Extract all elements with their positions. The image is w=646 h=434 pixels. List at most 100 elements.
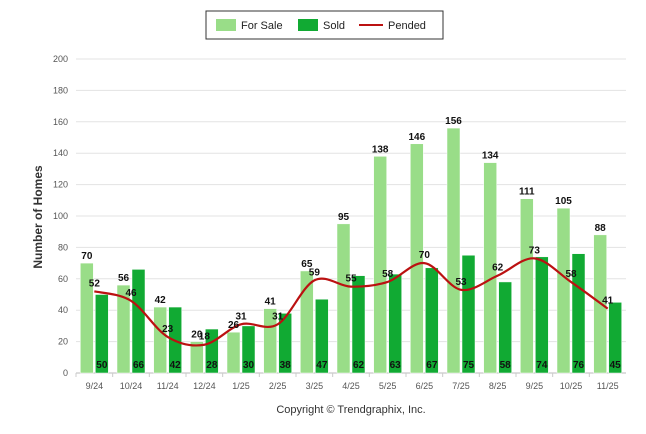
pended-value-label: 58	[565, 269, 577, 280]
for-sale-value-label: 41	[265, 297, 277, 308]
legend-label-pended: Pended	[388, 20, 426, 32]
bar-for-sale	[483, 162, 497, 374]
x-tick-label: 10/24	[120, 381, 143, 391]
bar-sold	[498, 281, 512, 374]
x-tick-label: 2/25	[269, 381, 287, 391]
sold-value-label: 76	[573, 360, 585, 371]
sold-value-label: 62	[353, 360, 365, 371]
y-axis-title: Number of Homes	[31, 165, 45, 269]
bar-for-sale	[263, 308, 277, 374]
pended-line	[94, 257, 609, 347]
bar-for-sale	[300, 270, 314, 374]
sold-value-label: 58	[500, 360, 512, 371]
pended-value-label: 53	[455, 277, 467, 288]
for-sale-value-label: 138	[372, 144, 389, 155]
for-sale-value-label: 95	[338, 212, 350, 223]
sold-value-label: 75	[463, 360, 475, 371]
sold-value-label: 38	[280, 360, 292, 371]
bar-for-sale	[190, 341, 204, 374]
bar-sold	[131, 269, 146, 374]
pended-value-label: 59	[309, 267, 321, 278]
y-tick-label: 80	[58, 242, 68, 252]
bar-for-sale	[373, 156, 387, 374]
sold-value-label: 63	[390, 360, 402, 371]
line-series	[94, 257, 609, 347]
bar-for-sale	[336, 223, 351, 374]
sold-value-label: 74	[536, 360, 548, 371]
for-sale-value-label: 105	[555, 196, 572, 207]
sold-value-label: 67	[426, 360, 438, 371]
bar-sold	[461, 255, 476, 374]
pended-value-label: 31	[235, 311, 247, 322]
x-tick-label: 4/25	[342, 381, 360, 391]
for-sale-value-label: 26	[228, 320, 240, 331]
bar-sold	[535, 256, 549, 374]
legend-label-sold: Sold	[323, 20, 345, 32]
x-tick-label: 11/24	[157, 381, 179, 391]
legend-swatch-sold	[298, 19, 318, 31]
x-tick-label: 9/25	[526, 381, 544, 391]
bar-for-sale	[556, 207, 571, 374]
x-tick-label: 11/25	[597, 381, 619, 391]
bar-for-sale	[116, 284, 131, 374]
x-tick-label: 6/25	[416, 381, 434, 391]
x-tick-label: 3/25	[306, 381, 324, 391]
bar-sold	[351, 275, 366, 374]
sold-value-label: 47	[316, 360, 328, 371]
legend-label-for-sale: For Sale	[241, 20, 283, 32]
legend-box	[205, 10, 444, 40]
y-tick-label: 0	[63, 368, 68, 378]
sold-value-label: 30	[243, 360, 255, 371]
for-sale-value-label: 42	[155, 295, 167, 306]
for-sale-value-label: 156	[445, 116, 462, 127]
pended-value-label: 31	[272, 311, 284, 322]
pended-value-label: 58	[382, 269, 394, 280]
data-labels: 70 50 52 56 66 46 42 42 23 20 28 18 26 30 31 41 38 31 65 47…	[81, 116, 621, 371]
x-tick-label: 8/25	[489, 381, 507, 391]
axes: 0 20 40 60 80 100 120 140 160 180 200 9/24 10/24 11/2…	[53, 54, 626, 391]
bars	[80, 127, 622, 374]
y-tick-label: 120	[53, 180, 68, 190]
pended-value-label: 41	[602, 296, 614, 307]
y-tick-label: 60	[58, 274, 68, 284]
bar-for-sale	[410, 143, 424, 374]
sold-value-label: 66	[133, 360, 145, 371]
for-sale-value-label: 65	[301, 259, 313, 270]
pended-value-label: 46	[125, 288, 137, 299]
legend-swatch-for-sale	[216, 19, 236, 31]
for-sale-value-label: 146	[408, 132, 425, 143]
copyright-text: Copyright © Trendgraphix, Inc.	[276, 404, 425, 416]
x-tick-label: 1/25	[232, 381, 250, 391]
bar-sold	[608, 302, 622, 374]
bar-for-sale	[446, 127, 461, 374]
bar-sold	[425, 267, 439, 374]
sold-value-label: 28	[206, 360, 218, 371]
y-tick-label: 180	[53, 85, 68, 95]
x-tick-label: 7/25	[452, 381, 470, 391]
sold-value-label: 50	[96, 360, 108, 371]
y-tick-label: 160	[53, 117, 68, 127]
sold-value-label: 42	[170, 360, 182, 371]
for-sale-value-label: 20	[191, 330, 203, 341]
bar-sold	[388, 273, 402, 374]
pended-value-label: 23	[162, 324, 174, 335]
bar-for-sale	[80, 262, 94, 374]
y-tick-label: 140	[53, 148, 68, 158]
pended-value-label: 70	[419, 250, 431, 261]
bar-sold	[278, 313, 292, 374]
sold-value-label: 45	[610, 360, 622, 371]
pended-value-label: 18	[199, 332, 211, 343]
bar-sold	[95, 294, 109, 374]
legend: For Sale Sold Pended	[205, 10, 444, 40]
bar-for-sale	[520, 198, 534, 374]
gridlines	[76, 58, 626, 374]
pended-value-label: 62	[492, 263, 504, 274]
bar-sold	[315, 298, 329, 374]
pended-value-label: 52	[89, 278, 101, 289]
x-tick-label: 10/25	[560, 381, 583, 391]
bar-sold	[571, 253, 586, 374]
pended-value-label: 55	[345, 274, 357, 285]
y-tick-label: 100	[53, 211, 68, 221]
x-tick-label: 12/24	[193, 381, 216, 391]
